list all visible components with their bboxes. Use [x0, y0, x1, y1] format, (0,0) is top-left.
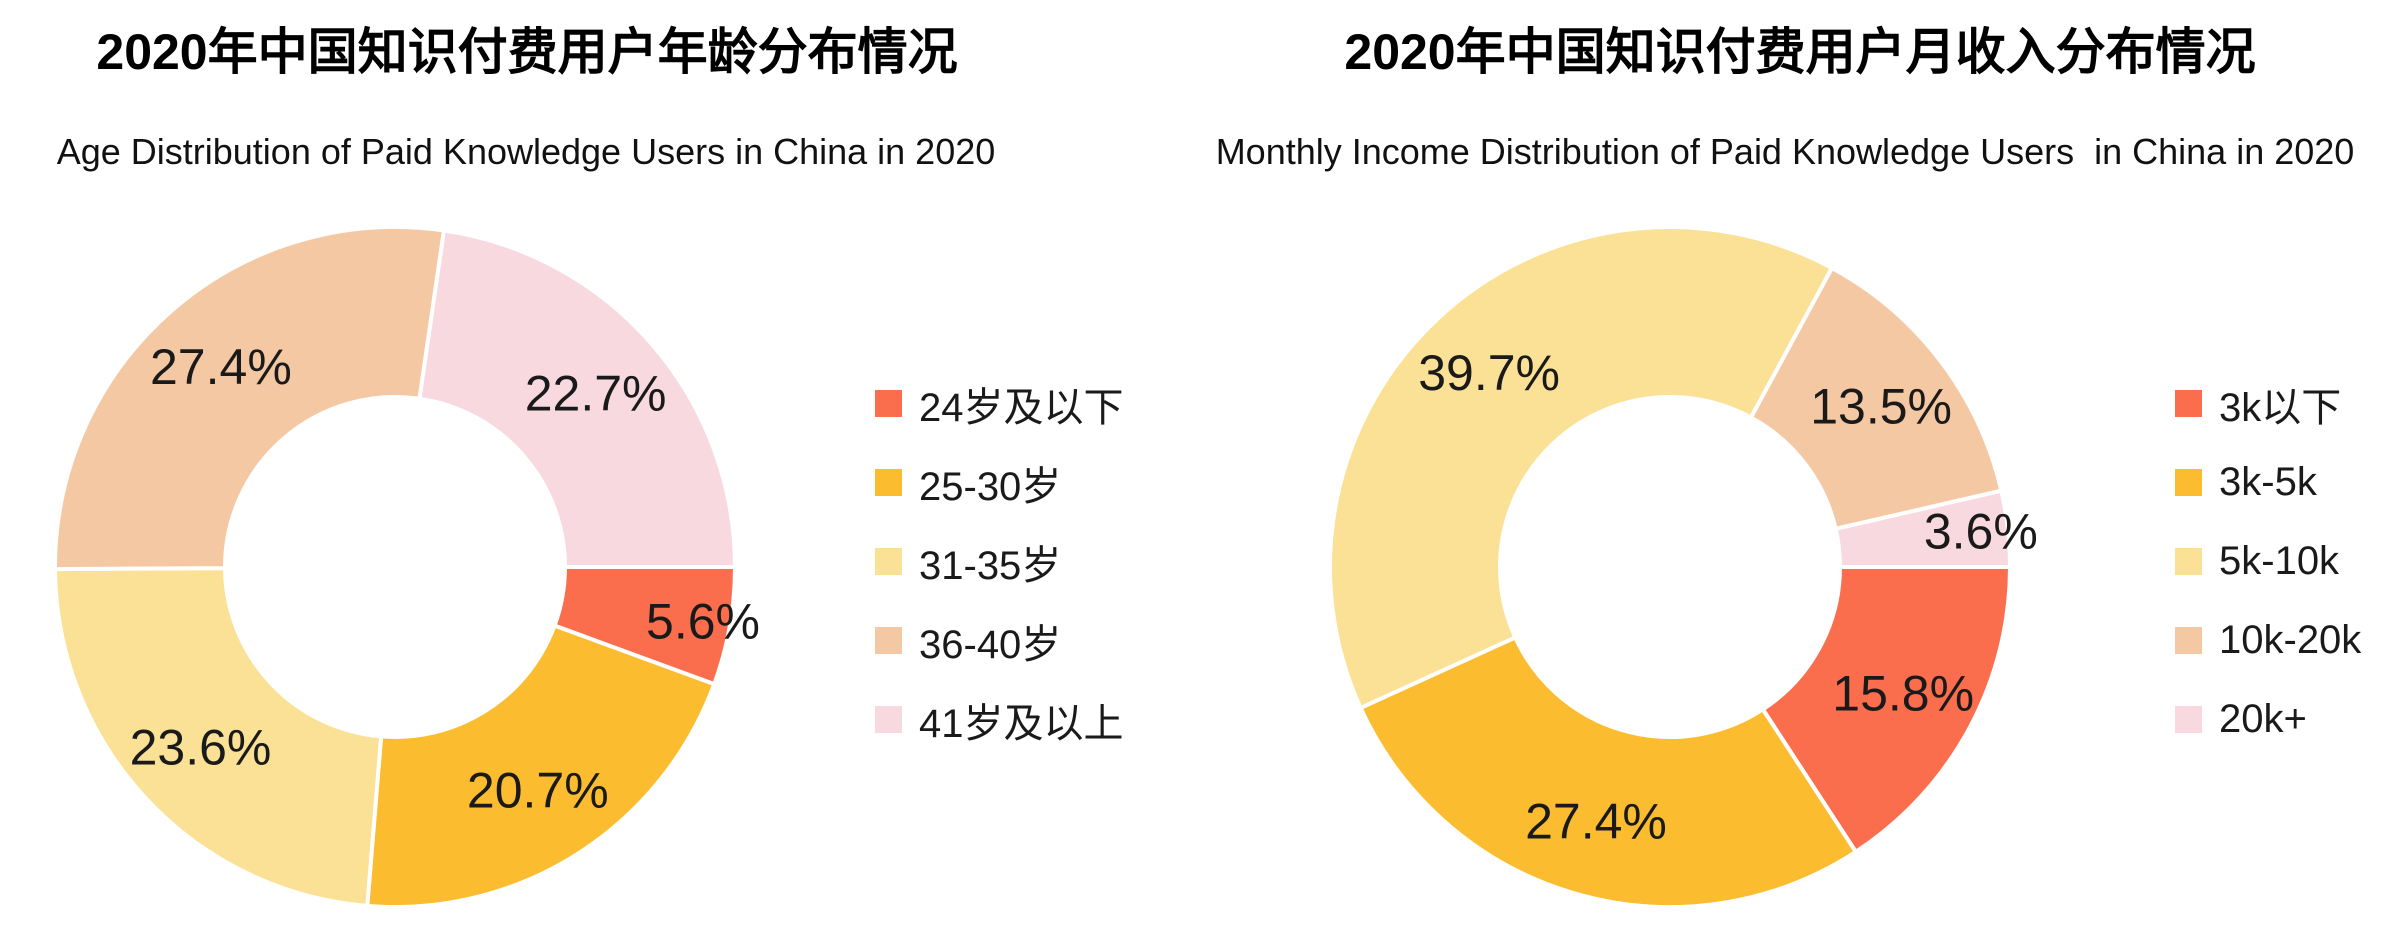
slice-value-label-age-36-40: 27.4% — [150, 339, 292, 395]
legend-swatch-age-31-35 — [875, 548, 902, 575]
legend-swatch-income-under-3k — [2175, 390, 2202, 417]
slice-value-label-age-25-30: 20.7% — [467, 763, 609, 819]
legend-swatch-income-3k-5k — [2175, 469, 2202, 496]
income-donut-chart: 15.8% 27.4% 39.7% 13.5% 3.6% — [1328, 225, 2038, 909]
slice-value-label-age-31-35: 23.6% — [130, 719, 272, 775]
legend-swatch-age-under-24 — [875, 390, 902, 417]
donut-slice-income-20k-plus — [1833, 488, 2012, 569]
age-chart-subtitle: Age Distribution of Paid Knowledge Users… — [56, 131, 996, 172]
legend-label-age-36-40: 36-40岁 — [919, 622, 1062, 667]
legend-label-age-25-30: 25-30岁 — [919, 464, 1062, 509]
donut-slice-income-under-3k — [1760, 565, 2012, 854]
legend-label-income-10k-20k: 10k-20k — [2219, 618, 2362, 662]
donut-slice-income-3k-5k — [1358, 635, 1858, 909]
legend-item-age-36-40: 36-40岁 — [875, 601, 1124, 680]
legend-label-income-20k-plus: 20k+ — [2219, 697, 2307, 741]
legend-label-income-under-3k: 3k以下 — [2219, 385, 2342, 430]
slice-value-label-age-41-plus: 22.7% — [525, 366, 667, 422]
legend-swatch-income-5k-10k — [2175, 548, 2202, 575]
age-chart-legend: 24岁及以下 25-30岁 31-35岁 36-40岁 41岁及以上 — [875, 364, 1124, 759]
age-donut-chart: 5.6% 20.7% 23.6% 27.4% 22.7% — [53, 225, 760, 909]
legend-item-income-20k-plus: 20k+ — [2175, 680, 2361, 759]
age-chart-title: 2020年中国知识付费用户年龄分布情况 — [96, 24, 958, 80]
donut-slice-income-5k-10k — [1328, 225, 1834, 710]
legend-label-age-31-35: 31-35岁 — [919, 543, 1062, 588]
legend-label-income-3k-5k: 3k-5k — [2219, 460, 2317, 504]
donut-slice-age-31-35 — [53, 566, 384, 908]
legend-label-age-under-24: 24岁及以下 — [919, 385, 1124, 430]
legend-swatch-age-36-40 — [875, 627, 902, 654]
legend-item-income-under-3k: 3k以下 — [2175, 364, 2361, 443]
slice-value-label-income-3k-5k: 27.4% — [1525, 794, 1667, 850]
legend-label-income-5k-10k: 5k-10k — [2219, 539, 2340, 583]
legend-item-age-under-24: 24岁及以下 — [875, 364, 1124, 443]
legend-item-income-3k-5k: 3k-5k — [2175, 443, 2361, 522]
legend-item-age-41-plus: 41岁及以上 — [875, 680, 1124, 759]
slice-value-label-age-under-24: 5.6% — [646, 594, 760, 650]
donut-slice-age-25-30 — [365, 623, 717, 909]
donut-slice-income-10k-20k — [1748, 266, 2004, 531]
income-chart-subtitle: Monthly Income Distribution of Paid Know… — [1215, 131, 2355, 172]
slice-value-label-income-10k-20k: 13.5% — [1810, 378, 1952, 434]
legend-item-age-31-35: 31-35岁 — [875, 522, 1124, 601]
income-chart-legend: 3k以下 3k-5k 5k-10k 10k-20k 20k+ — [2175, 364, 2361, 759]
legend-item-income-5k-10k: 5k-10k — [2175, 522, 2361, 601]
slice-value-label-income-5k-10k: 39.7% — [1418, 345, 1560, 401]
legend-swatch-age-41-plus — [875, 706, 902, 733]
legend-swatch-age-25-30 — [875, 469, 902, 496]
slice-value-label-income-under-3k: 15.8% — [1832, 665, 1974, 721]
income-chart-title: 2020年中国知识付费用户月收入分布情况 — [1344, 24, 2256, 80]
donut-slice-age-36-40 — [53, 225, 446, 572]
legend-item-income-10k-20k: 10k-20k — [2175, 601, 2361, 680]
legend-item-age-25-30: 25-30岁 — [875, 443, 1124, 522]
legend-label-age-41-plus: 41岁及以上 — [919, 701, 1124, 746]
legend-swatch-income-10k-20k — [2175, 627, 2202, 654]
slice-value-label-income-20k-plus: 3.6% — [1924, 504, 2038, 560]
donut-slice-age-41-plus — [417, 228, 737, 569]
legend-swatch-income-20k-plus — [2175, 706, 2202, 733]
